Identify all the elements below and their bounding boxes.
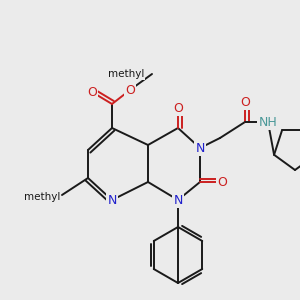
Text: O: O (87, 85, 97, 98)
Text: O: O (217, 176, 227, 188)
Text: methyl: methyl (24, 192, 60, 202)
Text: NH: NH (259, 116, 278, 128)
Text: N: N (195, 142, 205, 154)
Text: N: N (173, 194, 183, 206)
Text: O: O (173, 101, 183, 115)
Text: methyl: methyl (108, 69, 144, 79)
Text: O: O (240, 95, 250, 109)
Text: O: O (125, 83, 135, 97)
Text: N: N (107, 194, 117, 206)
